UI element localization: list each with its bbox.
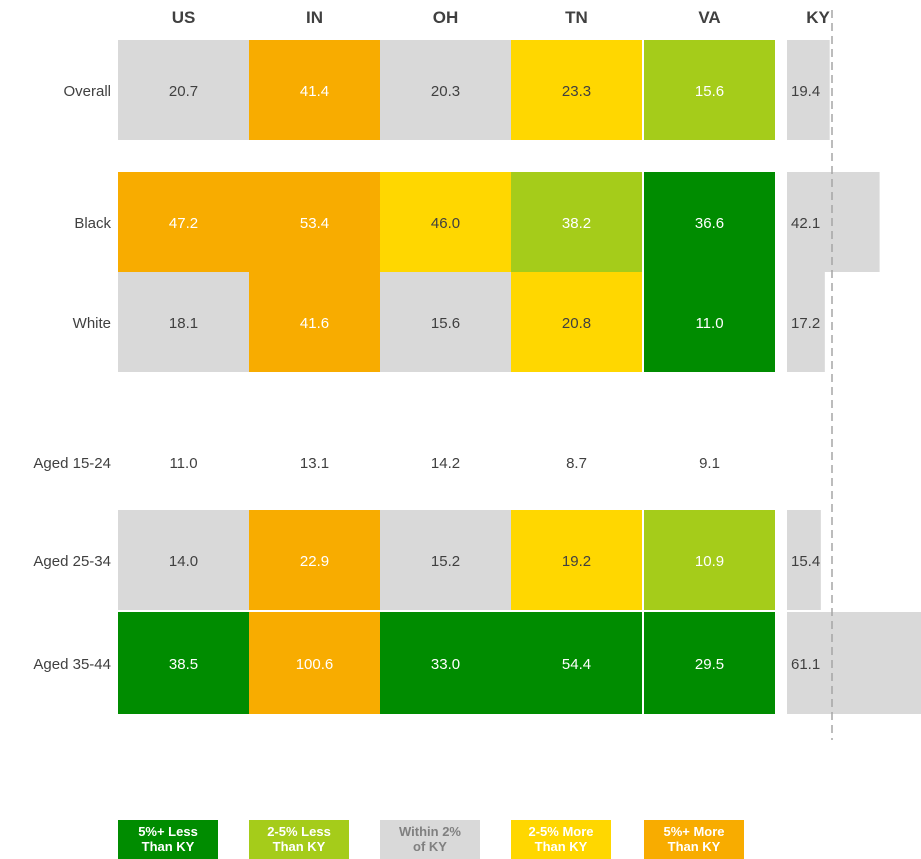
- column-header-in: IN: [306, 8, 323, 27]
- rate-comparison-chart: US IN OH TN VA KY Overall 20.7 41.4 20.3 23.3 15.6 1…: [33, 8, 921, 740]
- cell-within: [380, 510, 511, 610]
- cell-less5: [380, 612, 511, 714]
- cell-value: 8.7: [566, 455, 587, 472]
- column-header-ky: KY: [806, 8, 830, 27]
- cell-value: 22.9: [300, 553, 329, 570]
- cell-within: [118, 510, 249, 610]
- cell-value: 41.6: [300, 315, 329, 332]
- cell-more5: [249, 172, 380, 272]
- row-label: White: [73, 315, 111, 332]
- cell-value: 29.5: [695, 656, 724, 673]
- cell-value: 41.4: [300, 83, 329, 100]
- cell-more5: [249, 612, 380, 714]
- cell-value: 33.0: [431, 656, 460, 673]
- cell-more2: [511, 272, 642, 372]
- ky-bar: [787, 40, 830, 140]
- ky-bar: [787, 272, 825, 372]
- legend-item-more5: 5%+ More Than KY: [644, 820, 744, 859]
- row-label: Aged 15-24: [33, 455, 111, 472]
- cell-value: 38.5: [169, 656, 198, 673]
- cell-more2: [380, 172, 511, 272]
- row-label: Overall: [63, 83, 111, 100]
- column-header-oh: OH: [433, 8, 459, 27]
- cell-within: [380, 40, 511, 140]
- column-header-tn: TN: [565, 8, 588, 27]
- cell-value: 11.0: [169, 455, 197, 472]
- cell-value: 20.8: [562, 315, 591, 332]
- ky-value: 19.4: [791, 83, 820, 100]
- cell-more5: [249, 272, 380, 372]
- row-label: Aged 35-44: [33, 656, 111, 673]
- cell-value: 10.9: [695, 553, 724, 570]
- ky-value: 61.1: [791, 656, 820, 673]
- cell-value: 19.2: [562, 553, 591, 570]
- cell-value: 13.1: [300, 455, 329, 472]
- cell-value: 100.6: [296, 656, 334, 673]
- cell-value: 18.1: [169, 315, 198, 332]
- ky-value: 42.1: [791, 215, 820, 232]
- cell-within: [380, 272, 511, 372]
- cell-less5: [118, 612, 249, 714]
- cell-more2: [511, 510, 642, 610]
- cell-value: 15.6: [695, 83, 724, 100]
- cell-value: 47.2: [169, 215, 198, 232]
- cell-value: 53.4: [300, 215, 329, 232]
- column-header-us: US: [172, 8, 196, 27]
- cell-value: 38.2: [562, 215, 591, 232]
- cell-value: 9.1: [699, 455, 720, 472]
- row-label: Black: [74, 215, 111, 232]
- cell-less2: [511, 172, 642, 272]
- cell-value: 20.7: [169, 83, 198, 100]
- cell-more5: [118, 172, 249, 272]
- cell-value: 46.0: [431, 215, 460, 232]
- ky-value: 17.2: [791, 315, 820, 332]
- cell-value: 36.6: [695, 215, 724, 232]
- legend-item-more2: 2-5% More Than KY: [511, 820, 611, 859]
- cell-less5: [511, 612, 642, 714]
- ky-bar: [787, 510, 821, 610]
- cell-value: 15.6: [431, 315, 460, 332]
- cell-more2: [511, 40, 642, 140]
- cell-less2: [644, 510, 775, 610]
- cell-value: 20.3: [431, 83, 460, 100]
- ky-bar: [787, 172, 880, 272]
- cell-less2: [644, 40, 775, 140]
- legend: 5%+ Less Than KY 2-5% Less Than KY Withi…: [0, 820, 921, 859]
- legend-item-less2: 2-5% Less Than KY: [249, 820, 349, 859]
- row-label: Aged 25-34: [33, 553, 111, 570]
- cell-within: [118, 40, 249, 140]
- cell-value: 54.4: [562, 656, 591, 673]
- ky-value: 15.4: [791, 553, 820, 570]
- cell-value: 15.2: [431, 553, 460, 570]
- column-header-va: VA: [698, 8, 720, 27]
- cell-less5: [644, 172, 775, 272]
- cell-value: 14.2: [431, 455, 460, 472]
- cell-less5: [644, 272, 775, 372]
- cell-value: 14.0: [169, 553, 198, 570]
- legend-item-within: Within 2% of KY: [380, 820, 480, 859]
- cell-more5: [249, 510, 380, 610]
- cell-less5: [644, 612, 775, 714]
- cell-within: [118, 272, 249, 372]
- legend-item-less5: 5%+ Less Than KY: [118, 820, 218, 859]
- cell-value: 11.0: [695, 315, 723, 332]
- cell-more5: [249, 40, 380, 140]
- ky-bar: [787, 612, 921, 714]
- cell-value: 23.3: [562, 83, 591, 100]
